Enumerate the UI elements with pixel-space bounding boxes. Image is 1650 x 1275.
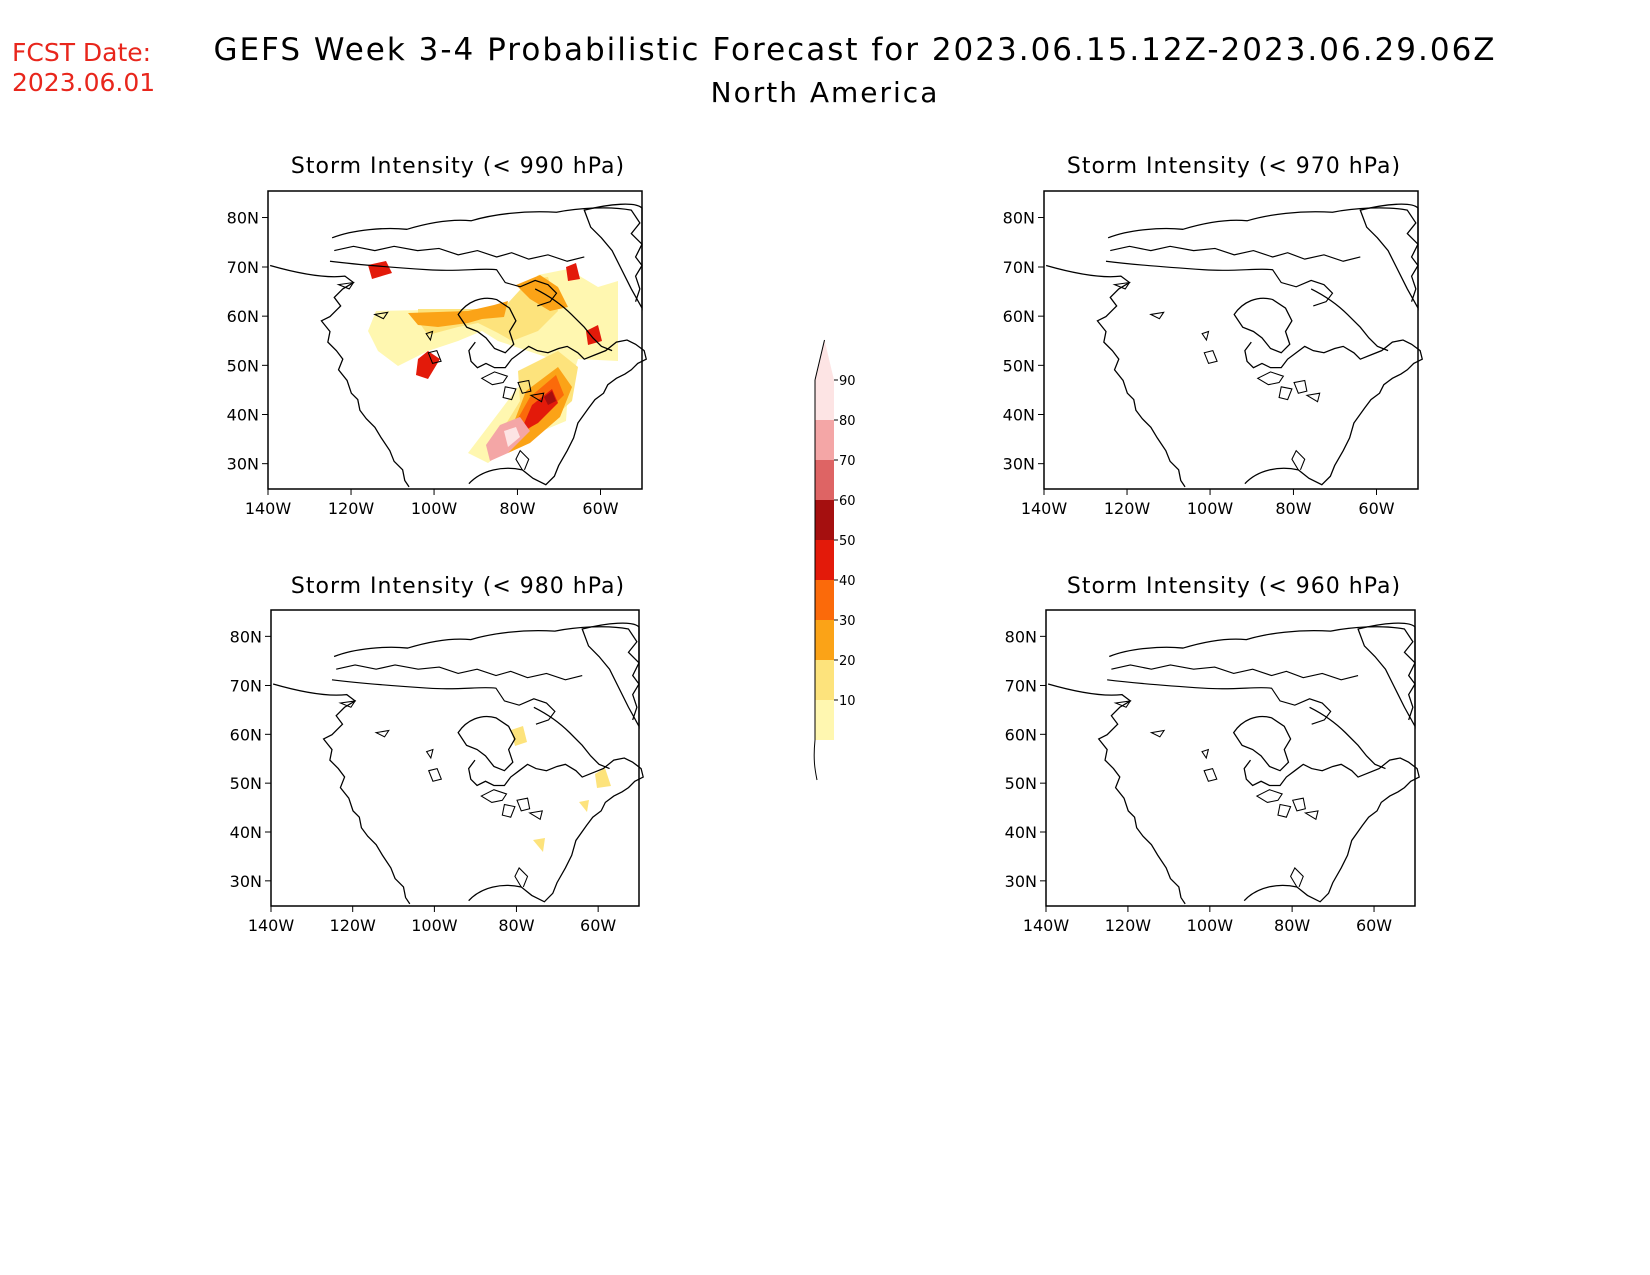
- lat-tick-label: 50N: [230, 774, 262, 793]
- lat-tick-label: 40N: [227, 406, 259, 425]
- lon-tick-label: 120W: [330, 916, 377, 935]
- panel-title: Storm Intensity (< 960 hPa): [1067, 574, 1401, 599]
- colorbar-label: 10: [839, 694, 856, 709]
- page-subtitle: North America: [710, 76, 940, 109]
- lat-tick-label: 80N: [1005, 627, 1037, 646]
- coastline: [1047, 622, 1420, 905]
- lon-tick-label: 80W: [498, 916, 534, 935]
- panel-title: Storm Intensity (< 980 hPa): [291, 574, 625, 599]
- lon-tick-label: 100W: [1187, 499, 1234, 518]
- lat-tick-label: 50N: [227, 356, 259, 375]
- lon-tick-label: 140W: [1023, 916, 1070, 935]
- lon-tick-label: 100W: [411, 916, 458, 935]
- fcst-date-value: 2023.06.01: [12, 68, 156, 97]
- lon-tick-label: 60W: [1356, 916, 1392, 935]
- fcst-date-block: FCST Date: 2023.06.01: [12, 38, 155, 98]
- lon-tick-label: 60W: [580, 916, 616, 935]
- lat-tick-label: 60N: [1003, 307, 1035, 326]
- coastline: [1045, 203, 1423, 488]
- lat-tick-label: 70N: [230, 676, 262, 695]
- lon-tick-label: 60W: [582, 499, 618, 518]
- panel-frame: [1043, 190, 1419, 490]
- colorbar-segment: [815, 660, 834, 700]
- colorbar-segment: [815, 460, 834, 500]
- lon-tick-label: 80W: [499, 499, 535, 518]
- colorbar-segment: [815, 580, 834, 620]
- lat-tick-label: 70N: [1005, 676, 1037, 695]
- lon-tick-label: 140W: [1021, 499, 1068, 518]
- colorbar-label: 60: [839, 494, 856, 509]
- colorbar-segment: [815, 540, 834, 580]
- panel-frame: [267, 190, 643, 490]
- lon-tick-label: 100W: [411, 499, 458, 518]
- panel-frame: [270, 609, 640, 907]
- lon-tick-label: 80W: [1275, 499, 1311, 518]
- colorbar-label: 70: [839, 454, 856, 469]
- lat-tick-label: 40N: [230, 823, 262, 842]
- map-panel-960: Storm Intensity (< 960 hPa) 80N 70N 60N 50N 4…: [1005, 574, 1420, 935]
- map-panel-980: Storm Intensity (< 980 hPa) 80N 70N 60N 50N 4…: [230, 574, 644, 935]
- lon-tick-label: 60W: [1358, 499, 1394, 518]
- colorbar-segment: [815, 380, 834, 420]
- colorbar-segment: [815, 620, 834, 660]
- colorbar: 90 80 70 60 50 40 30 20 10: [813, 339, 856, 781]
- lat-tick-label: 30N: [230, 872, 262, 891]
- map-panel-970: Storm Intensity (< 970 hPa) 80N 70N 60N 50N 4…: [1003, 154, 1423, 518]
- panel-frame: [1045, 609, 1416, 907]
- lon-tick-label: 100W: [1187, 916, 1234, 935]
- colorbar-label: 80: [839, 414, 856, 429]
- colorbar-label: 30: [839, 614, 856, 629]
- lat-tick-label: 60N: [227, 307, 259, 326]
- lat-tick-label: 50N: [1005, 774, 1037, 793]
- probability-shading: [368, 261, 618, 463]
- colorbar-label: 50: [839, 534, 856, 549]
- map-panel-990: Storm Intensity (< 990 hPa) 80N 70N 60N 50N 4…: [227, 154, 647, 518]
- lon-tick-label: 140W: [248, 916, 295, 935]
- lat-tick-label: 70N: [1003, 258, 1035, 277]
- lon-tick-label: 120W: [1104, 499, 1151, 518]
- lat-tick-label: 60N: [1005, 725, 1037, 744]
- lat-tick-label: 70N: [227, 258, 259, 277]
- colorbar-segment: [815, 420, 834, 460]
- lon-tick-label: 140W: [245, 499, 292, 518]
- panel-title: Storm Intensity (< 990 hPa): [291, 154, 625, 179]
- lat-tick-label: 40N: [1003, 406, 1035, 425]
- colorbar-label: 20: [839, 654, 856, 669]
- lat-tick-label: 80N: [1003, 209, 1035, 228]
- coastline: [272, 622, 644, 905]
- colorbar-label: 40: [839, 574, 856, 589]
- lat-tick-label: 40N: [1005, 823, 1037, 842]
- probability-shading: [511, 726, 611, 852]
- colorbar-segment: [815, 700, 834, 740]
- colorbar-segment: [815, 500, 834, 540]
- lat-tick-label: 50N: [1003, 356, 1035, 375]
- fcst-date-label: FCST Date:: [12, 38, 152, 67]
- lon-tick-label: 120W: [328, 499, 375, 518]
- panel-title: Storm Intensity (< 970 hPa): [1067, 154, 1401, 179]
- lat-tick-label: 30N: [1005, 872, 1037, 891]
- lat-tick-label: 30N: [1003, 455, 1035, 474]
- page-title: GEFS Week 3-4 Probabilistic Forecast for…: [213, 32, 1497, 68]
- lat-tick-label: 80N: [227, 209, 259, 228]
- lat-tick-label: 80N: [230, 627, 262, 646]
- lon-tick-label: 120W: [1105, 916, 1152, 935]
- colorbar-label: 90: [839, 374, 856, 389]
- lat-tick-label: 60N: [230, 725, 262, 744]
- lat-tick-label: 30N: [227, 455, 259, 474]
- lon-tick-label: 80W: [1274, 916, 1310, 935]
